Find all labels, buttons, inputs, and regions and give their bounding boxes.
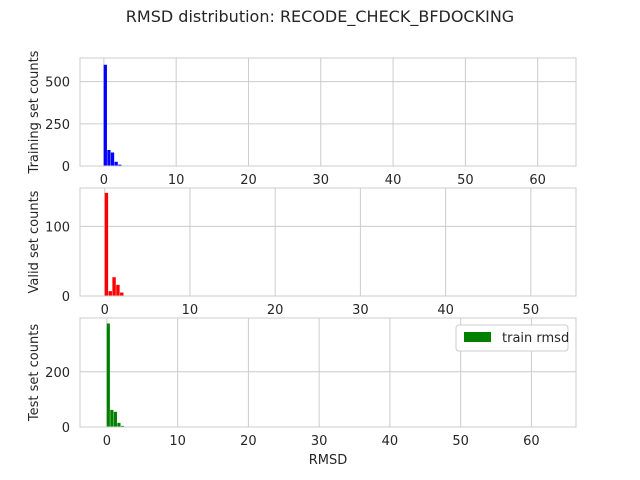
x-tick-label: 50 [523,303,540,318]
histogram-bar [106,323,110,427]
x-tick-label: 30 [352,303,369,318]
x-tick-label: 30 [312,173,329,188]
y-tick-label: 0 [62,421,70,436]
x-tick-label: 10 [168,173,185,188]
y-tick-label: 100 [45,220,70,235]
x-tick-label: 50 [452,434,469,449]
histogram-bar [110,152,115,166]
y-tick-label: 0 [62,290,70,305]
histogram-bar [104,192,109,296]
x-tick-label: 0 [100,173,108,188]
histogram-bar [113,411,117,427]
y-tick-label: 200 [45,366,70,381]
y-axis-label: Test set counts [27,324,42,422]
y-axis-label: Training set counts [27,50,42,174]
x-tick-label: 20 [240,173,257,188]
axes-frame [79,317,577,428]
y-tick-label: 0 [62,160,70,175]
x-tick-label: 10 [169,434,186,449]
x-tick-label: 20 [240,434,257,449]
x-tick-label: 0 [101,303,109,318]
histogram-bar [120,292,124,296]
x-tick-label: 50 [457,173,474,188]
histogram-bar [120,425,125,427]
histogram-bar [103,64,107,166]
legend: train rmsd [455,324,569,352]
legend-swatch [464,332,491,342]
y-tick-label: 250 [45,118,70,133]
x-tick-label: 60 [523,434,540,449]
x-tick-label: 10 [182,303,199,318]
x-tick-label: 60 [529,173,546,188]
legend-label: train rmsd [502,331,569,346]
axes-frame [79,187,577,297]
y-tick-label: 500 [45,76,70,91]
x-axis-label: RMSD [309,453,348,468]
histogram-bar [108,291,112,296]
x-tick-label: 30 [311,434,328,449]
histogram-bar [112,277,116,296]
legend-box [455,324,569,352]
histogram-bar [110,409,114,427]
histogram-bar [116,284,120,296]
y-axis-label: Valid set counts [27,190,42,293]
histogram-bar [107,149,111,166]
x-tick-label: 20 [267,303,284,318]
axes-frame [79,57,577,167]
histogram-bar [117,422,121,427]
histogram-bar [118,164,122,166]
x-tick-label: 40 [382,434,399,449]
histogram-bar [114,161,118,166]
x-tick-label: 40 [385,173,402,188]
x-tick-label: 0 [103,434,111,449]
x-tick-label: 40 [437,303,454,318]
figure-title: RMSD distribution: RECODE_CHECK_BFDOCKIN… [126,7,514,27]
